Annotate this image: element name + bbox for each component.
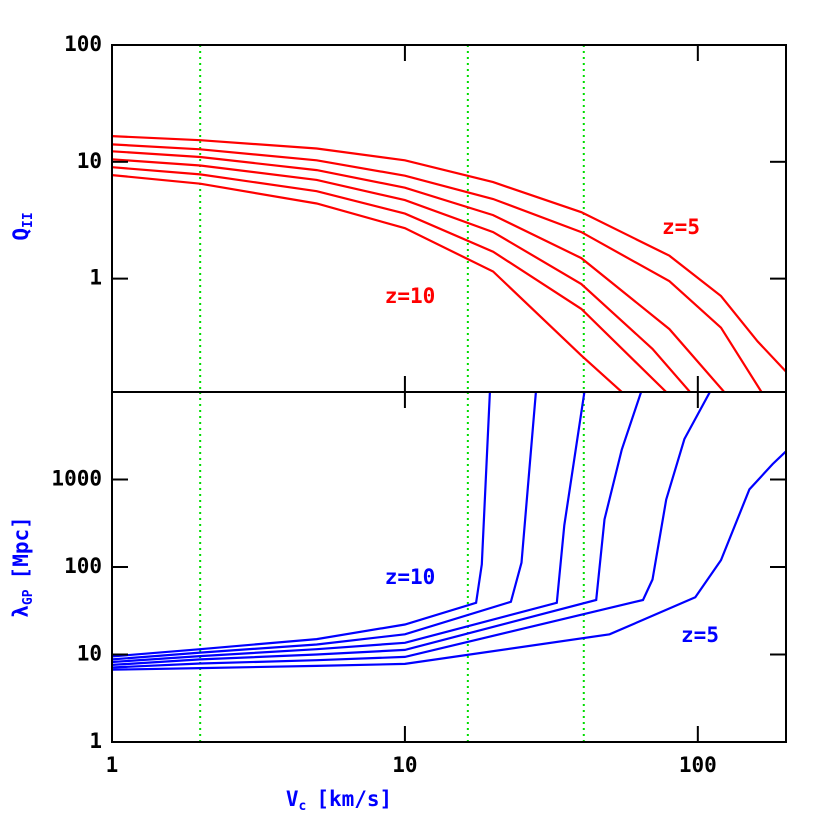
y-axis-label: λGP [Mpc] xyxy=(9,516,36,618)
x-axis-label: Vc [km/s] xyxy=(286,787,392,814)
panel: 1 10 100 1000 1 10 100 λGP [Mpc] Vc [km/s] z=10 z=5 xyxy=(9,391,787,814)
y-tick-label: 100 xyxy=(64,554,102,578)
x-axis-label-main: V xyxy=(286,787,299,811)
y-tick-label: 10 xyxy=(77,149,102,173)
data-line xyxy=(112,392,491,658)
annotation: z=5 xyxy=(662,215,700,239)
y-axis-label-main: Q xyxy=(9,228,33,241)
x-axis-label-sub: c xyxy=(298,799,306,814)
data-line xyxy=(112,392,711,669)
data-line xyxy=(112,392,586,664)
data-line xyxy=(112,450,786,671)
y-axis-label-sub: II xyxy=(21,212,36,228)
annotation: z=10 xyxy=(385,565,436,589)
x-axis-label-unit: [km/s] xyxy=(316,787,392,811)
data-line xyxy=(112,143,763,392)
data-line xyxy=(112,392,643,666)
data-line xyxy=(112,174,623,392)
x-tick-label: 1 xyxy=(106,753,119,777)
y-tick-label: 1 xyxy=(89,729,102,753)
y-tick-label: 1 xyxy=(89,266,102,290)
data-line xyxy=(112,392,537,661)
y-tick-label: 1000 xyxy=(51,467,102,491)
annotation: z=5 xyxy=(681,623,719,647)
data-line xyxy=(112,150,726,392)
data-line xyxy=(112,135,786,373)
y-axis-label-sub: GP xyxy=(21,589,36,605)
annotation: z=10 xyxy=(385,284,436,308)
x-tick-label: 10 xyxy=(392,753,417,777)
y-axis-label-unit: [Mpc] xyxy=(9,516,33,579)
x-tick-label: 100 xyxy=(679,753,717,777)
panel: 1 10 100 QII z=5 z=10 xyxy=(9,32,787,393)
data-line xyxy=(112,158,691,392)
data-line xyxy=(112,166,667,392)
y-tick-label: 10 xyxy=(77,642,102,666)
y-axis-label: QII xyxy=(9,212,36,240)
plot-frame xyxy=(111,391,787,743)
y-axis-label-main: λ xyxy=(9,605,33,618)
y-tick-label: 100 xyxy=(64,32,102,56)
